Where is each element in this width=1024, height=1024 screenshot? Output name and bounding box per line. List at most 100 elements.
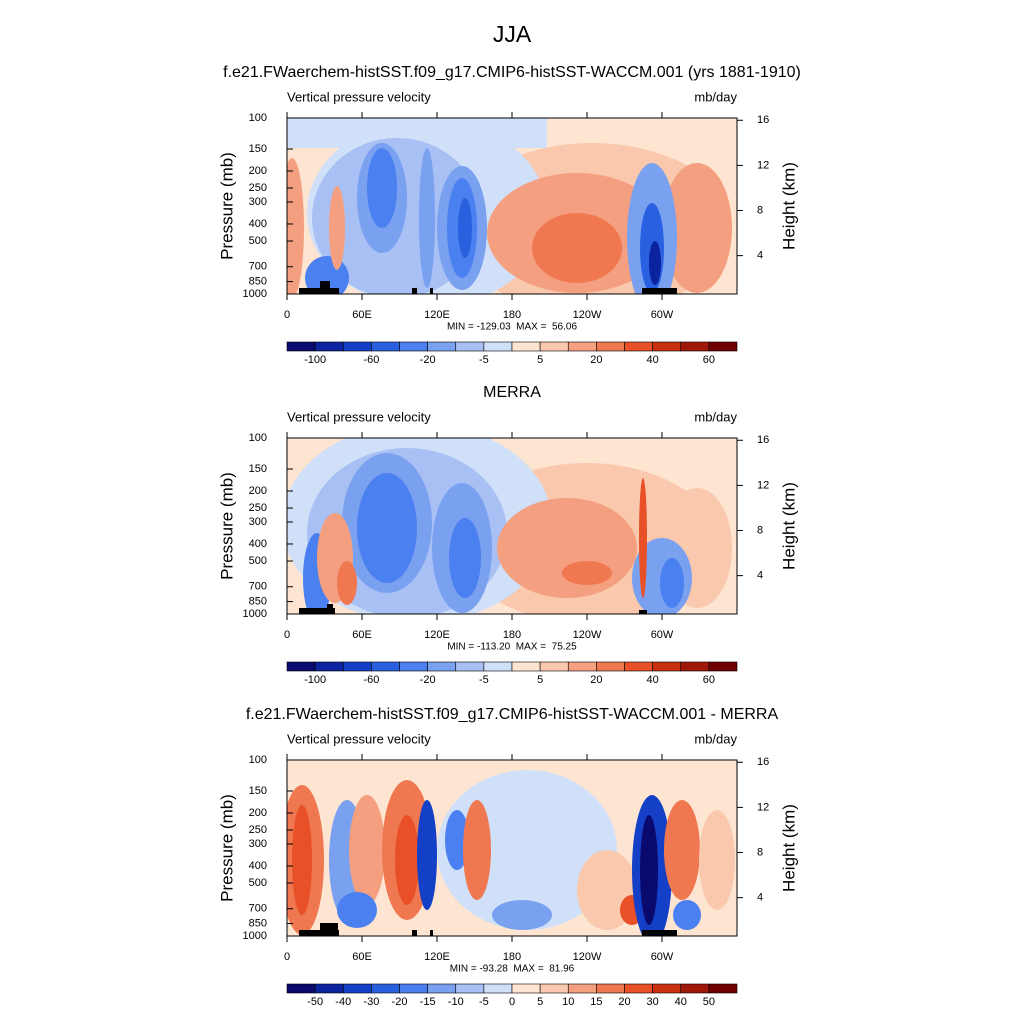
colorbar-label: -50: [307, 996, 323, 1008]
colorbar-box: [652, 661, 682, 672]
colorbar-label: 15: [590, 996, 602, 1008]
y-tick-label: 500: [249, 235, 267, 247]
colorbar-label: 60: [703, 354, 715, 366]
x-tick-label: 0: [284, 309, 290, 321]
x-tick-label: 60E: [352, 951, 372, 963]
y-tick-label: 300: [249, 516, 267, 528]
field-label: Vertical pressure velocity: [287, 89, 431, 104]
y2-tick-label: 8: [757, 204, 763, 216]
y-tick-label: 300: [249, 196, 267, 208]
figure-title: JJA: [493, 21, 532, 47]
colorbar-box: [427, 661, 457, 672]
colorbar-box: [483, 983, 513, 994]
y2-tick-label: 8: [757, 524, 763, 536]
colorbar-box: [314, 983, 344, 994]
colorbar-box: [342, 661, 372, 672]
y-axis-label: Pressure (mb): [217, 794, 236, 902]
colorbar-label: 50: [703, 996, 715, 1008]
x-tick-label: 60W: [651, 309, 674, 321]
colorbar-box: [483, 661, 513, 672]
y-axis-label: Pressure (mb): [217, 152, 236, 260]
stats: MIN = -93.28 MAX = 81.96: [450, 964, 575, 975]
x-tick-label: 120W: [573, 629, 602, 641]
colorbar-label: 40: [675, 996, 687, 1008]
colorbar-box: [371, 661, 400, 672]
colorbar-box: [399, 983, 428, 994]
y-tick-label: 700: [249, 261, 267, 273]
units-label: mb/day: [694, 409, 737, 424]
x-tick-label: 60E: [352, 309, 372, 321]
colorbar-label: -60: [363, 354, 379, 366]
colorbar-box: [624, 661, 653, 672]
colorbar-box: [567, 983, 597, 994]
colorbar-label: -15: [420, 996, 436, 1008]
x-tick-label: 120W: [573, 309, 602, 321]
colorbar-box: [596, 341, 625, 352]
colorbar-label: -5: [479, 996, 489, 1008]
y-tick-label: 500: [249, 555, 267, 567]
colorbar-box: [652, 341, 682, 352]
y-tick-label: 200: [249, 485, 267, 497]
colorbar-box: [371, 983, 400, 994]
colorbar-box: [314, 661, 344, 672]
colorbar-box: [455, 661, 485, 672]
colorbar-box: [624, 341, 653, 352]
panel-title: f.e21.FWaerchem-histSST.f09_g17.CMIP6-hi…: [246, 706, 779, 723]
colorbar-box: [680, 341, 710, 352]
colorbar-box: [314, 341, 344, 352]
colorbar-label: 40: [647, 674, 659, 686]
colorbar-box: [539, 341, 569, 352]
colorbar-label: -20: [420, 354, 436, 366]
field-label: Vertical pressure velocity: [287, 731, 431, 746]
y2-tick-label: 16: [757, 114, 769, 126]
y-tick-label: 400: [249, 218, 267, 230]
panel-title: MERRA: [483, 384, 541, 401]
colorbar-box: [427, 983, 457, 994]
x-tick-label: 0: [284, 629, 290, 641]
colorbar-label: -100: [304, 674, 326, 686]
y2-tick-label: 12: [757, 159, 769, 171]
y2-tick-label: 8: [757, 846, 763, 858]
colorbar-label: 20: [590, 354, 602, 366]
colorbar-label: -40: [335, 996, 351, 1008]
y-tick-label: 700: [249, 581, 267, 593]
y-tick-label: 700: [249, 903, 267, 915]
stats: MIN = -113.20 MAX = 75.25: [447, 642, 577, 653]
x-tick-label: 60E: [352, 629, 372, 641]
colorbar-box: [371, 341, 400, 352]
y-tick-label: 850: [249, 275, 267, 287]
y-tick-label: 500: [249, 877, 267, 889]
x-tick-label: 180: [503, 629, 521, 641]
y-tick-label: 250: [249, 824, 267, 836]
x-tick-label: 180: [503, 309, 521, 321]
y2-tick-label: 12: [757, 801, 769, 813]
colorbar-label: -20: [392, 996, 408, 1008]
y-tick-label: 250: [249, 502, 267, 514]
colorbar-label: 5: [537, 354, 543, 366]
colorbar-label: 20: [618, 996, 630, 1008]
colorbar-box: [483, 341, 513, 352]
x-tick-label: 120W: [573, 951, 602, 963]
y-tick-label: 300: [249, 838, 267, 850]
y-tick-label: 150: [249, 143, 267, 155]
y-axis-label: Pressure (mb): [217, 472, 236, 580]
colorbar-label: 0: [509, 996, 515, 1008]
x-tick-label: 60W: [651, 629, 674, 641]
colorbar-box: [708, 661, 738, 672]
contour-field: [287, 118, 737, 294]
y-tick-label: 250: [249, 182, 267, 194]
y-tick-label: 100: [249, 754, 267, 766]
colorbar-box: [708, 983, 738, 994]
colorbar-label: 5: [537, 674, 543, 686]
colorbar-label: -30: [363, 996, 379, 1008]
colorbar-label: -100: [304, 354, 326, 366]
colorbar-box: [399, 341, 428, 352]
colorbar-label: -60: [363, 674, 379, 686]
y2-tick-label: 4: [757, 570, 763, 582]
colorbar-box: [539, 661, 569, 672]
colorbar-box: [567, 661, 597, 672]
y-tick-label: 150: [249, 785, 267, 797]
colorbar-label: -5: [479, 674, 489, 686]
colorbar-box: [624, 983, 653, 994]
